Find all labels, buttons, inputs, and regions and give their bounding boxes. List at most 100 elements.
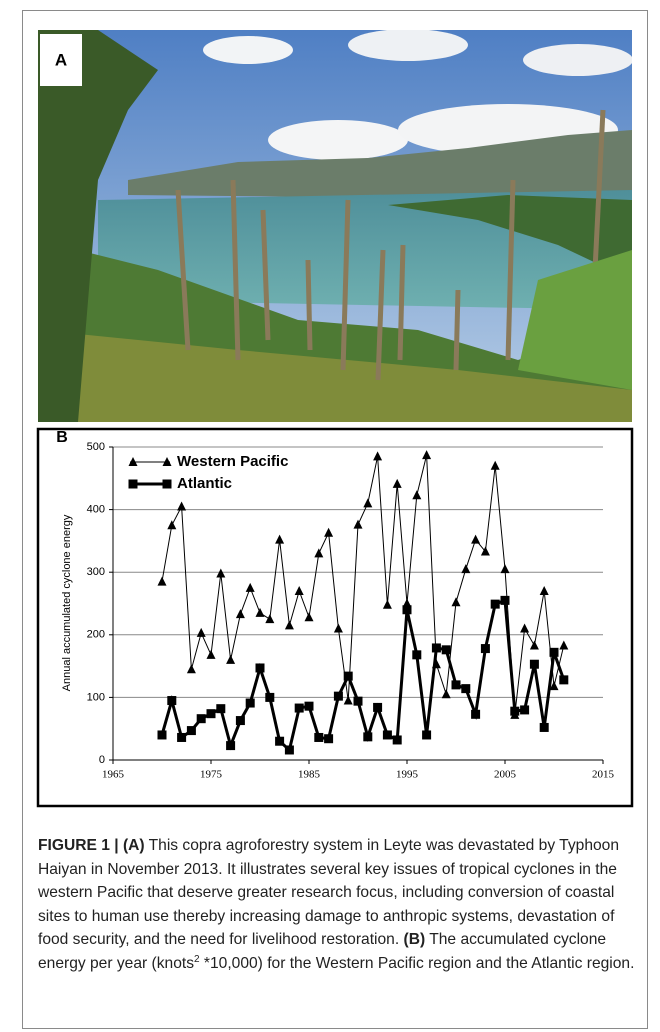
- caption-text: The accumulated cyclone energy per year …: [38, 931, 611, 972]
- marker: [471, 709, 481, 719]
- marker: [324, 734, 334, 744]
- marker: [480, 546, 490, 556]
- marker: [196, 627, 206, 637]
- marker: [441, 689, 451, 699]
- legend-marker: [128, 457, 138, 466]
- marker: [373, 702, 383, 712]
- series-line: [161, 455, 565, 715]
- marker: [412, 490, 422, 500]
- marker: [343, 695, 353, 705]
- marker: [245, 698, 255, 708]
- marker: [167, 696, 177, 706]
- marker: [284, 620, 294, 630]
- marker: [265, 692, 275, 702]
- marker: [343, 671, 353, 681]
- legend-marker: [128, 479, 138, 489]
- panel-label-box: [40, 34, 82, 86]
- marker: [324, 527, 334, 537]
- x-tick-label: 2015: [592, 769, 615, 781]
- legend-label: Western Pacific: [177, 453, 288, 470]
- marker: [382, 730, 392, 740]
- caption-text: 2: [194, 953, 200, 965]
- marker: [284, 745, 294, 755]
- x-tick-label: 1965: [102, 769, 125, 781]
- marker: [392, 478, 402, 488]
- marker: [226, 654, 236, 664]
- legend-label: Atlantic: [177, 475, 232, 492]
- y-tick-label: 500: [87, 441, 105, 453]
- marker: [206, 709, 216, 719]
- marker: [216, 568, 226, 578]
- chart-border: [36, 427, 634, 808]
- marker: [314, 548, 324, 558]
- marker: [186, 664, 196, 674]
- marker: [549, 681, 559, 691]
- panel-label: A: [55, 50, 67, 69]
- figure-frame: [22, 10, 648, 1029]
- marker: [471, 534, 481, 544]
- marker: [177, 732, 187, 742]
- y-tick-label: 200: [87, 629, 105, 641]
- marker: [363, 498, 373, 508]
- marker: [157, 576, 167, 586]
- marker: [186, 726, 196, 736]
- caption-text: This copra agroforestry system in Leyte …: [38, 837, 624, 949]
- marker: [314, 732, 324, 742]
- marker: [451, 680, 461, 690]
- marker: [529, 640, 539, 650]
- marker: [333, 623, 343, 633]
- marker: [373, 451, 383, 461]
- marker: [304, 612, 314, 622]
- marker: [490, 599, 500, 609]
- marker: [275, 736, 285, 746]
- marker: [402, 605, 412, 615]
- marker: [520, 705, 530, 715]
- marker: [559, 675, 569, 685]
- marker: [245, 582, 255, 592]
- marker: [206, 649, 216, 659]
- legend-marker: [162, 479, 172, 489]
- caption: FIGURE 1 | (A) This copra agroforestry s…: [38, 834, 638, 976]
- marker: [226, 741, 236, 751]
- panel-label: B: [56, 429, 68, 446]
- marker: [539, 585, 549, 595]
- marker: [422, 730, 432, 740]
- marker: [363, 732, 373, 742]
- caption-text: (B): [403, 931, 426, 949]
- marker: [461, 684, 471, 694]
- marker: [196, 714, 206, 724]
- marker: [294, 585, 304, 595]
- marker: [177, 501, 187, 511]
- marker: [480, 644, 490, 654]
- y-tick-label: 0: [99, 754, 105, 766]
- x-tick-label: 1975: [200, 769, 223, 781]
- marker: [382, 599, 392, 609]
- y-axis-label: Annual accumulated cyclone energy: [61, 514, 73, 691]
- y-tick-label: 300: [87, 566, 105, 578]
- marker: [520, 623, 530, 633]
- marker: [235, 716, 245, 726]
- caption-text: FIGURE 1 | (A): [38, 837, 145, 854]
- marker: [255, 663, 265, 673]
- marker: [294, 703, 304, 713]
- marker: [353, 696, 363, 706]
- marker: [333, 691, 343, 701]
- marker: [441, 645, 451, 655]
- marker: [539, 722, 549, 732]
- marker: [559, 640, 569, 650]
- marker: [402, 598, 412, 608]
- y-tick-label: 400: [87, 504, 105, 516]
- marker: [529, 659, 539, 669]
- marker: [431, 643, 441, 653]
- marker: [392, 735, 402, 745]
- marker: [216, 704, 226, 714]
- marker: [265, 614, 275, 624]
- marker: [461, 564, 471, 574]
- marker: [490, 460, 500, 470]
- y-tick-label: 100: [87, 691, 105, 703]
- x-tick-label: 2005: [494, 769, 517, 781]
- marker: [157, 730, 167, 740]
- marker: [500, 595, 510, 605]
- marker: [353, 519, 363, 529]
